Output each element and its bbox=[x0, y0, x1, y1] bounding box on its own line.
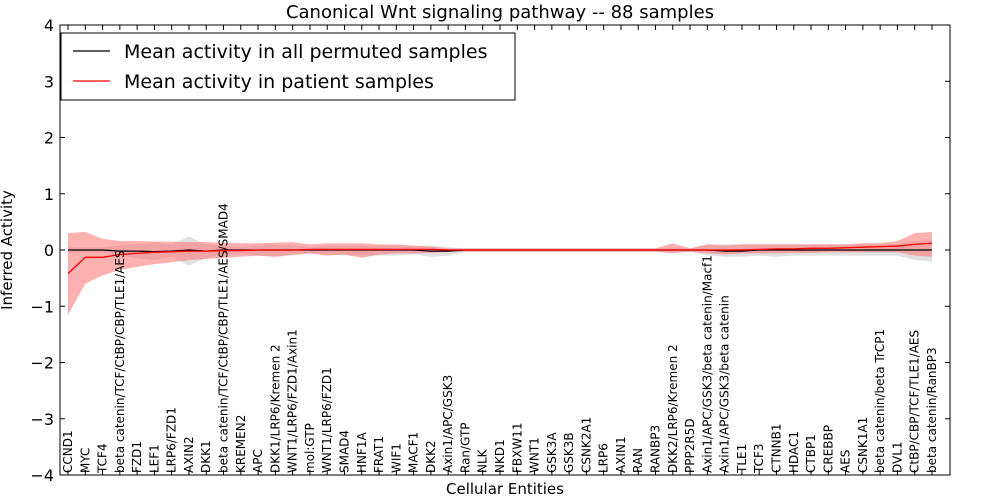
x-tick-label: AXIN2 bbox=[182, 436, 196, 473]
y-tick-label: 1 bbox=[44, 185, 54, 204]
legend: Mean activity in all permuted samples Me… bbox=[60, 32, 516, 101]
x-tick-label: Axin1/APC/GSK3/beta catenin/Macf1 bbox=[700, 255, 714, 473]
x-tick-label: FRAT1 bbox=[372, 436, 386, 473]
line-patient bbox=[67, 242, 933, 275]
x-tick-label: TCF4 bbox=[96, 443, 110, 474]
x-tick-label: Ran/GTP bbox=[458, 422, 472, 473]
x-tick-label: FZD1 bbox=[130, 441, 144, 473]
legend-label-permuted: Mean activity in all permuted samples bbox=[124, 41, 487, 63]
x-tick-label: AXIN1 bbox=[614, 436, 628, 473]
x-tick-label: WNT1/LRP6/FZD1/Axin1 bbox=[286, 329, 300, 473]
x-tick-label: MACF1 bbox=[407, 432, 421, 473]
y-tick-label: 0 bbox=[44, 241, 54, 260]
y-axis-label: Inferred Activity bbox=[0, 190, 16, 310]
x-tick-label: GSK3A bbox=[545, 432, 559, 473]
x-tick-label: KREMEN2 bbox=[234, 415, 248, 473]
x-tick-label: CSNK1A1 bbox=[856, 417, 870, 473]
x-tick-label: CTBP1 bbox=[804, 434, 818, 473]
x-tick-label: NLK bbox=[476, 448, 490, 473]
y-tick-label: 2 bbox=[44, 129, 54, 148]
y-tick-label: −2 bbox=[30, 354, 54, 373]
x-tick-label: LRP6/FZD1 bbox=[165, 407, 179, 473]
y-tick-label: −1 bbox=[30, 297, 54, 316]
y-tick-label: −3 bbox=[30, 410, 54, 429]
x-tick-label: AES bbox=[839, 450, 853, 473]
x-tick-label: TCF3 bbox=[752, 443, 766, 474]
x-tick-label: CTNNB1 bbox=[769, 423, 783, 473]
series-lines bbox=[67, 242, 933, 275]
x-tick-label: RAN bbox=[631, 448, 645, 473]
x-axis-ticks: CCND1 MYC TCF4 beta catenin/TCF/CtBP/CBP/TL… bbox=[61, 25, 939, 475]
y-axis-ticks: 4 3 2 1 0 −1 −2 −3 −4 bbox=[30, 16, 950, 485]
band-patient bbox=[68, 232, 932, 315]
x-tick-label: beta catenin/TCF/CtBP/CBP/TLE1/AES bbox=[113, 250, 127, 473]
x-tick-label: CSNK2A1 bbox=[579, 417, 593, 473]
x-tick-label: WNT1/LRP6/FZD1 bbox=[320, 367, 334, 473]
x-tick-label: CtBP/CBP/TCF/TLE1/AES bbox=[908, 330, 922, 473]
y-tick-label: −4 bbox=[30, 466, 54, 485]
x-tick-label: mol:GTP bbox=[303, 423, 317, 473]
x-tick-label: HNF1A bbox=[355, 431, 369, 473]
legend-label-patient: Mean activity in patient samples bbox=[124, 71, 434, 93]
x-tick-label: LEF1 bbox=[147, 444, 161, 473]
x-tick-label: FBXW11 bbox=[510, 423, 524, 474]
x-tick-label: PPP2R5D bbox=[683, 418, 697, 473]
chart-title: Canonical Wnt signaling pathway -- 88 sa… bbox=[286, 2, 714, 23]
x-tick-label: beta catenin/TCF/CtBP/CBP/TLE1/AES/SMAD4 bbox=[217, 203, 231, 473]
x-tick-label: RANBP3 bbox=[649, 425, 663, 473]
x-tick-label: WIF1 bbox=[389, 443, 403, 473]
x-tick-label: DKK1/LRP6/Kremen 2 bbox=[268, 344, 282, 473]
x-tick-label: TLE1 bbox=[735, 444, 749, 474]
x-tick-label: CREBBP bbox=[821, 425, 835, 473]
x-tick-label: CCND1 bbox=[61, 430, 75, 473]
x-tick-label: DKK1 bbox=[199, 440, 213, 473]
legend-box bbox=[60, 32, 516, 101]
x-tick-label: HDAC1 bbox=[787, 431, 801, 473]
x-tick-label: NKD1 bbox=[493, 439, 507, 473]
y-tick-label: 3 bbox=[44, 72, 54, 91]
x-tick-label: beta catenin/RanBP3 bbox=[925, 347, 939, 473]
x-axis-label: Cellular Entities bbox=[446, 480, 564, 498]
x-tick-label: MYC bbox=[78, 448, 92, 473]
x-tick-label: DVL1 bbox=[890, 441, 904, 473]
y-tick-label: 4 bbox=[44, 16, 54, 35]
x-tick-label: APC bbox=[251, 449, 265, 473]
x-tick-label: DKK2 bbox=[424, 440, 438, 473]
x-tick-label: DKK2/LRP6/Kremen 2 bbox=[666, 344, 680, 473]
x-tick-label: SMAD4 bbox=[337, 430, 351, 473]
x-tick-label: LRP6 bbox=[597, 443, 611, 473]
plot-frame bbox=[59, 24, 951, 476]
x-tick-label: WNT1 bbox=[528, 437, 542, 473]
x-tick-label: GSK3B bbox=[562, 432, 576, 473]
x-tick-label: beta catenin/beta TrCP1 bbox=[873, 329, 887, 473]
x-tick-label: Axin1/APC/GSK3/beta catenin bbox=[718, 295, 732, 473]
confidence-bands bbox=[68, 232, 932, 315]
x-tick-label: Axin1/APC/GSK3 bbox=[441, 375, 455, 473]
